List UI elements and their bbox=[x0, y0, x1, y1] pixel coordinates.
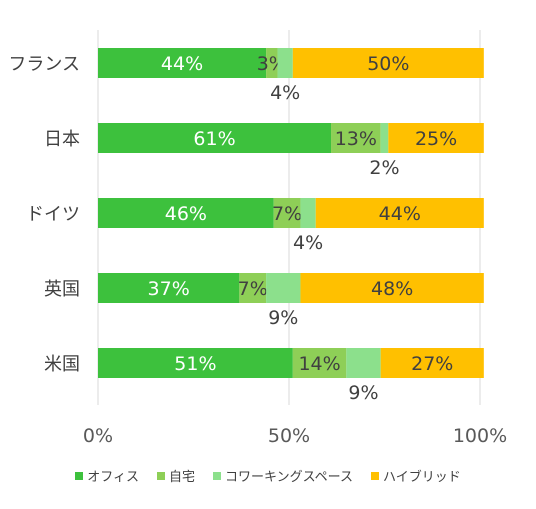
bar-segment bbox=[98, 198, 274, 228]
bar-segment bbox=[292, 48, 484, 78]
bar-segment bbox=[273, 198, 301, 228]
bar-segment bbox=[315, 198, 484, 228]
bar-segment bbox=[292, 348, 347, 378]
data-label: 27% bbox=[411, 353, 453, 375]
data-label: 4% bbox=[293, 232, 323, 254]
category-label: 日本 bbox=[44, 129, 80, 150]
legend-swatch bbox=[75, 471, 84, 480]
bar-segment bbox=[98, 348, 293, 378]
category-label: フランス bbox=[8, 54, 80, 75]
data-label: 50% bbox=[367, 53, 409, 75]
data-label: 9% bbox=[348, 382, 378, 404]
bar-segment bbox=[380, 348, 484, 378]
bar-segment bbox=[98, 123, 332, 153]
data-label: 48% bbox=[371, 278, 413, 300]
bar-segment bbox=[331, 123, 381, 153]
data-label: 25% bbox=[415, 128, 457, 150]
data-label: 2% bbox=[369, 157, 399, 179]
data-label: 7% bbox=[272, 203, 302, 225]
legend-item: オフィス bbox=[75, 466, 139, 485]
legend-label: ハイブリッド bbox=[383, 470, 461, 485]
data-label: 14% bbox=[298, 353, 340, 375]
legend-item: コワーキングスペース bbox=[212, 466, 354, 485]
category-label: ドイツ bbox=[26, 204, 80, 225]
x-tick-label: 50% bbox=[268, 425, 310, 447]
x-tick-label: 100% bbox=[453, 425, 507, 447]
x-tick-label: 0% bbox=[83, 425, 113, 447]
bar-segment bbox=[98, 48, 267, 78]
legend-item: 自宅 bbox=[156, 466, 195, 485]
data-label: 9% bbox=[268, 307, 298, 329]
bar-segment bbox=[380, 123, 389, 153]
bar-segment bbox=[98, 273, 240, 303]
bar-segment bbox=[346, 348, 381, 378]
data-label: 13% bbox=[335, 128, 377, 150]
data-label: 51% bbox=[174, 353, 216, 375]
data-label: 44% bbox=[161, 53, 203, 75]
bar-segment bbox=[266, 48, 278, 78]
bar-segment bbox=[300, 198, 316, 228]
bar-segment bbox=[300, 273, 484, 303]
legend-item: ハイブリッド bbox=[371, 466, 461, 485]
data-label: 44% bbox=[379, 203, 421, 225]
data-label: 46% bbox=[165, 203, 207, 225]
data-label: 4% bbox=[270, 82, 300, 104]
legend-label: オフィス bbox=[87, 470, 139, 485]
legend-swatch bbox=[371, 471, 380, 480]
legend: オフィス 自宅 コワーキングスペース ハイブリッド bbox=[0, 466, 536, 485]
data-label: 61% bbox=[193, 128, 235, 150]
legend-swatch bbox=[156, 471, 165, 480]
legend-label: 自宅 bbox=[168, 470, 195, 485]
category-label: 米国 bbox=[44, 354, 80, 375]
bar-segment bbox=[266, 273, 301, 303]
category-label: 英国 bbox=[44, 279, 80, 300]
data-label: 7% bbox=[238, 278, 268, 300]
bar-segment bbox=[239, 273, 267, 303]
legend-label: コワーキングスペース bbox=[224, 470, 354, 485]
legend-swatch bbox=[212, 471, 221, 480]
bar-segment bbox=[388, 123, 484, 153]
data-label: 37% bbox=[148, 278, 190, 300]
bar-segment bbox=[277, 48, 293, 78]
